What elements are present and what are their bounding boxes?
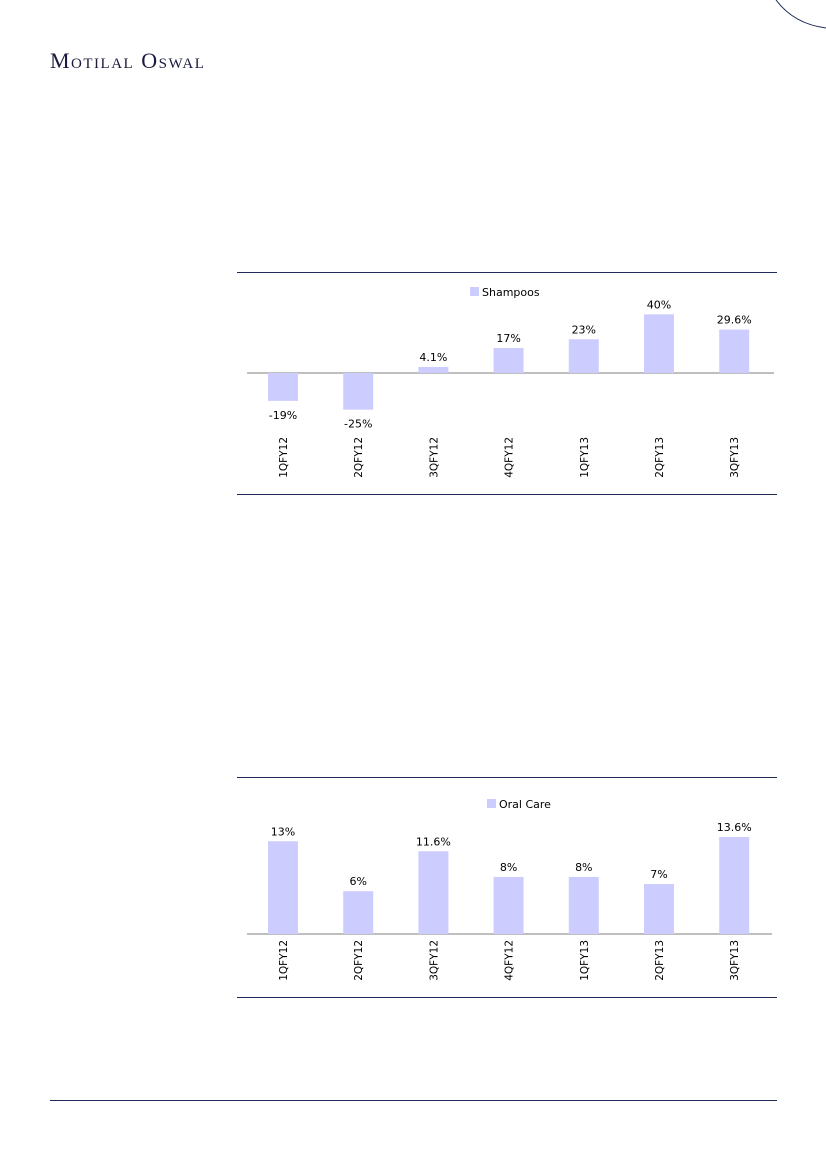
x-tick-label: 2QFY12: [353, 437, 365, 478]
chart2-bottom-rule: [237, 997, 777, 998]
bar: [343, 891, 374, 934]
legend-label: Oral Care: [499, 798, 551, 811]
bar: [568, 876, 599, 934]
x-tick-label: 2QFY13: [654, 940, 666, 981]
bar: [644, 884, 674, 934]
x-tick-label: 1QFY13: [579, 437, 591, 478]
bar: [343, 373, 374, 410]
data-label: 13%: [271, 825, 295, 838]
bar: [719, 836, 750, 934]
legend-swatch: [487, 799, 496, 808]
x-tick-label: 2QFY12: [353, 940, 365, 981]
x-tick-label: 3QFY13: [729, 437, 741, 478]
x-tick-label: 1QFY13: [579, 940, 591, 981]
bar: [493, 348, 524, 373]
chart2-top-rule: [237, 777, 777, 778]
data-label: 17%: [496, 332, 520, 345]
data-label: 4.1%: [419, 351, 447, 364]
data-label: 13.6%: [717, 821, 752, 834]
bar: [719, 329, 750, 373]
data-label: 6%: [349, 875, 366, 888]
chart1-bottom-rule: [237, 494, 777, 495]
bar: [493, 876, 524, 934]
data-label: 29.6%: [717, 314, 752, 327]
page-corner-arc: [775, 0, 826, 29]
x-tick-label: 3QFY12: [428, 437, 440, 478]
bar: [644, 314, 674, 373]
data-label: 8%: [575, 861, 592, 874]
x-tick-label: 4QFY12: [504, 437, 516, 478]
x-tick-label: 1QFY12: [278, 940, 290, 981]
bar: [268, 841, 298, 934]
data-label: 8%: [500, 861, 517, 874]
footer-rule: [50, 1100, 777, 1101]
data-label: -25%: [344, 418, 372, 431]
data-label: 7%: [650, 868, 667, 881]
x-tick-label: 4QFY12: [504, 940, 516, 981]
x-tick-label: 3QFY12: [428, 940, 440, 981]
bar: [568, 339, 599, 373]
chart1-top-rule: [237, 272, 777, 273]
data-label: 11.6%: [416, 835, 451, 848]
x-tick-label: 2QFY13: [654, 437, 666, 478]
data-label: -19%: [269, 409, 297, 422]
x-tick-label: 3QFY13: [729, 940, 741, 981]
legend-label: Shampoos: [482, 286, 540, 299]
oral-care-growth-chart: Oral Care 13% 1QFY12 6% 2QFY12 11.6% 3QFY12 8% 4…: [247, 798, 772, 981]
data-label: 40%: [647, 298, 671, 311]
data-label: 23%: [572, 323, 596, 336]
legend-swatch: [470, 287, 479, 296]
bar: [418, 366, 449, 373]
brand-logo-text: Motilal Oswal: [50, 48, 206, 73]
bar: [268, 373, 298, 401]
bar: [418, 851, 449, 934]
x-tick-label: 1QFY12: [278, 437, 290, 478]
shampoos-growth-chart: Shampoos -19% 1QFY12 -25% 2QFY12 4.1% 3QFY12 17…: [247, 286, 774, 478]
